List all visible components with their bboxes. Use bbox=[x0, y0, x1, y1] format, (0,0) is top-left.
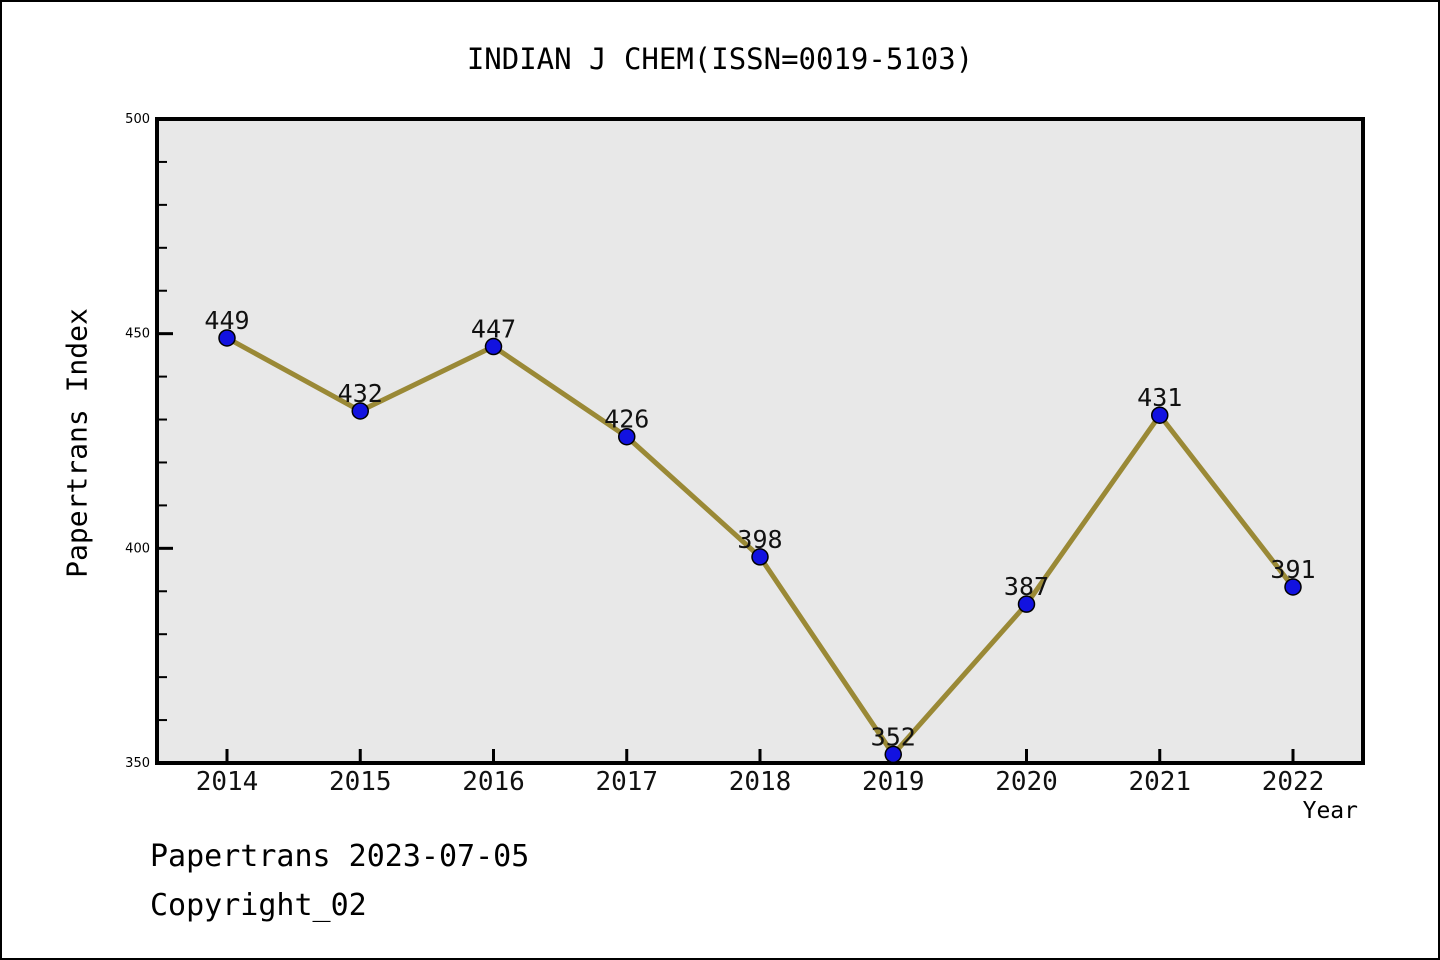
svg-text:2017: 2017 bbox=[595, 767, 658, 797]
svg-text:400: 400 bbox=[125, 541, 150, 556]
y-axis-ticks: 350 400 450 500 bbox=[125, 112, 173, 771]
x-axis-label: Year bbox=[1302, 798, 1358, 824]
svg-text:350: 350 bbox=[125, 756, 150, 771]
data-point-marker bbox=[484, 337, 503, 356]
svg-text:2019: 2019 bbox=[862, 767, 925, 797]
svg-text:2021: 2021 bbox=[1128, 767, 1191, 797]
data-point-marker bbox=[1017, 595, 1036, 613]
svg-text:2014: 2014 bbox=[196, 767, 259, 797]
footer-copyright: Copyright_02 bbox=[150, 888, 367, 923]
svg-text:2020: 2020 bbox=[995, 767, 1058, 797]
svg-text:2016: 2016 bbox=[462, 767, 525, 797]
data-point-marker bbox=[351, 402, 369, 420]
svg-text:2022: 2022 bbox=[1262, 767, 1325, 797]
x-axis-ticks: 2014 2015 2016 2017 2018 2019 2020 2021 2022 bbox=[196, 749, 1325, 797]
svg-text:2018: 2018 bbox=[729, 767, 792, 797]
data-point-marker bbox=[1151, 406, 1169, 424]
svg-text:2015: 2015 bbox=[329, 767, 392, 797]
chart-title: INDIAN J CHEM(ISSN=0019-5103) bbox=[466, 42, 974, 76]
footer-date: Papertrans 2023-07-05 bbox=[150, 839, 530, 874]
plot-area bbox=[155, 117, 1365, 765]
svg-text:500: 500 bbox=[125, 112, 150, 127]
data-point-marker bbox=[884, 745, 902, 764]
data-point-marker bbox=[618, 427, 636, 446]
svg-text:450: 450 bbox=[125, 327, 150, 342]
data-point-marker bbox=[218, 329, 236, 347]
data-point-marker bbox=[751, 548, 769, 566]
data-point-marker bbox=[1284, 578, 1302, 596]
